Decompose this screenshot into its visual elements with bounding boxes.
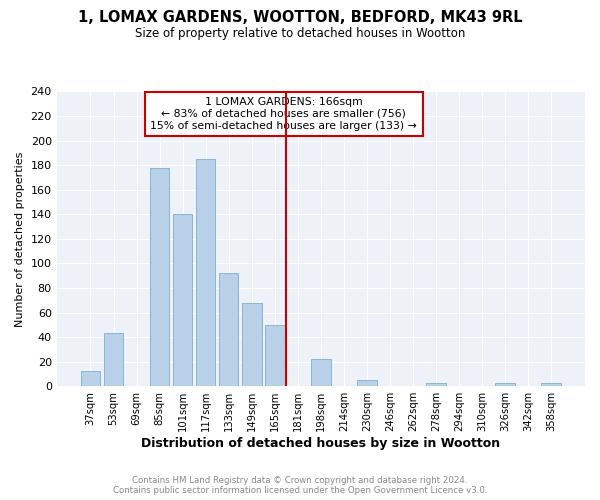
X-axis label: Distribution of detached houses by size in Wootton: Distribution of detached houses by size … [141,437,500,450]
Bar [173,214,193,386]
Bar [311,359,331,386]
Bar [150,168,169,386]
Text: Contains HM Land Registry data © Crown copyright and database right 2024.
Contai: Contains HM Land Registry data © Crown c… [113,476,487,495]
Bar [219,273,238,386]
Bar [541,382,561,386]
Y-axis label: Number of detached properties: Number of detached properties [15,151,25,326]
Bar [426,382,446,386]
Text: Size of property relative to detached houses in Wootton: Size of property relative to detached ho… [135,28,465,40]
Bar [80,372,100,386]
Bar [242,302,262,386]
Text: 1, LOMAX GARDENS, WOOTTON, BEDFORD, MK43 9RL: 1, LOMAX GARDENS, WOOTTON, BEDFORD, MK43… [77,10,523,25]
Bar [196,159,215,386]
Bar [357,380,377,386]
Bar [496,382,515,386]
Text: 1 LOMAX GARDENS: 166sqm
← 83% of detached houses are smaller (756)
15% of semi-d: 1 LOMAX GARDENS: 166sqm ← 83% of detache… [151,98,417,130]
Bar [265,325,284,386]
Bar [104,334,123,386]
